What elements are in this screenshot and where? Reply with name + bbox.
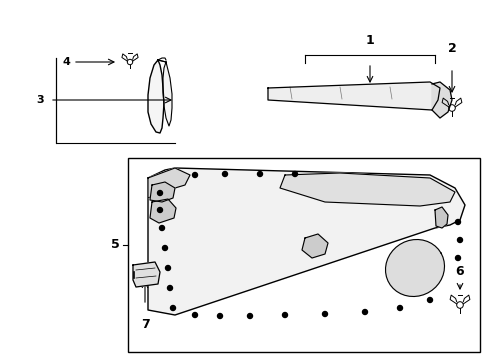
Circle shape (454, 220, 460, 225)
Circle shape (157, 190, 162, 195)
Text: 3: 3 (36, 95, 44, 105)
Circle shape (162, 246, 167, 251)
Text: 1: 1 (365, 34, 374, 47)
Polygon shape (267, 82, 439, 110)
Polygon shape (148, 168, 464, 315)
Circle shape (157, 207, 162, 212)
Circle shape (159, 225, 164, 230)
Text: 7: 7 (141, 318, 149, 331)
Circle shape (167, 285, 172, 291)
Polygon shape (148, 60, 172, 133)
Text: 5: 5 (111, 238, 120, 252)
Polygon shape (302, 234, 327, 258)
Circle shape (192, 312, 197, 318)
Circle shape (457, 238, 462, 243)
Circle shape (362, 310, 367, 315)
Circle shape (217, 314, 222, 319)
Text: 2: 2 (447, 42, 455, 55)
Circle shape (454, 256, 460, 261)
Circle shape (192, 172, 197, 177)
Circle shape (322, 311, 327, 316)
Circle shape (292, 171, 297, 176)
Circle shape (222, 171, 227, 176)
Circle shape (397, 306, 402, 310)
Text: 6: 6 (455, 265, 464, 278)
Circle shape (257, 171, 262, 176)
Polygon shape (150, 182, 175, 202)
Polygon shape (280, 173, 454, 206)
Polygon shape (133, 262, 160, 287)
Polygon shape (385, 239, 444, 297)
Circle shape (282, 312, 287, 318)
Circle shape (427, 297, 431, 302)
Bar (128, 158, 479, 352)
Circle shape (247, 314, 252, 319)
Text: 4: 4 (62, 57, 70, 67)
Polygon shape (148, 168, 190, 198)
Circle shape (170, 306, 175, 310)
Polygon shape (150, 199, 176, 223)
Polygon shape (434, 207, 447, 228)
Circle shape (165, 266, 170, 270)
Polygon shape (431, 82, 451, 118)
